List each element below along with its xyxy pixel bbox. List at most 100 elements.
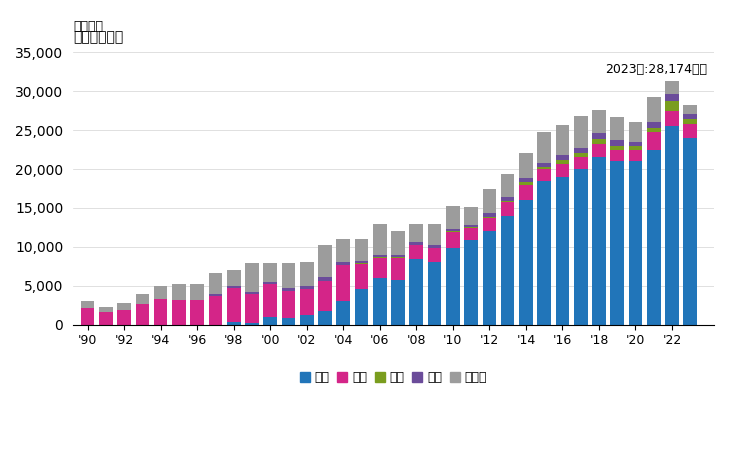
Bar [501,201,515,202]
Bar [318,281,332,310]
Bar [628,150,642,161]
Bar [647,97,660,122]
Bar [555,155,569,161]
Bar [483,189,496,213]
Bar [154,299,168,325]
Bar [190,284,204,300]
Bar [263,263,277,282]
Bar [336,261,350,265]
Bar [446,207,460,229]
Bar [574,169,588,325]
Bar [281,318,295,325]
Bar [610,161,624,325]
Bar [610,117,624,140]
Bar [464,240,478,325]
Bar [628,161,642,325]
Bar [336,239,350,261]
Bar [464,228,478,240]
Bar [665,111,679,126]
Bar [647,132,660,149]
Bar [610,140,624,146]
Bar [190,300,204,325]
Bar [483,218,496,231]
Bar [355,261,368,263]
Bar [336,301,350,325]
Bar [245,294,259,323]
Bar [227,288,241,322]
Bar [537,166,551,169]
Bar [519,178,533,182]
Bar [373,255,386,257]
Bar [683,138,697,325]
Bar [172,300,186,325]
Bar [464,225,478,227]
Bar [592,140,606,144]
Bar [592,158,606,325]
Bar [410,224,423,242]
Bar [208,294,222,296]
Bar [136,305,149,325]
Bar [410,259,423,325]
Bar [537,163,551,166]
Bar [574,148,588,153]
Bar [501,175,515,197]
Bar [647,149,660,325]
Bar [519,182,533,184]
Bar [428,248,442,262]
Bar [555,163,569,177]
Bar [555,177,569,325]
Bar [208,296,222,325]
Bar [391,231,405,255]
Bar [519,200,533,325]
Bar [300,289,313,315]
Bar [227,322,241,325]
Bar [410,242,423,244]
Bar [628,142,642,146]
Bar [117,303,131,310]
Bar [410,245,423,259]
Bar [355,289,368,325]
Bar [537,181,551,325]
Bar [464,227,478,228]
Bar [446,232,460,248]
Bar [519,184,533,200]
Legend: 中国, 米国, 台湾, 韓国, その他: 中国, 米国, 台湾, 韓国, その他 [295,366,492,389]
Bar [318,310,332,325]
Bar [610,146,624,149]
Bar [300,315,313,325]
Bar [483,213,496,217]
Bar [537,132,551,163]
Bar [464,207,478,225]
Bar [574,157,588,169]
Bar [683,114,697,119]
Bar [592,144,606,158]
Bar [227,286,241,288]
Bar [410,244,423,245]
Bar [574,153,588,157]
Bar [373,258,386,278]
Bar [99,307,113,312]
Bar [683,105,697,114]
Bar [483,217,496,218]
Bar [519,153,533,178]
Bar [245,292,259,294]
Text: 単位トン: 単位トン [73,20,103,33]
Bar [446,248,460,325]
Bar [245,323,259,325]
Bar [592,133,606,140]
Bar [647,128,660,132]
Bar [281,291,295,318]
Bar [428,262,442,325]
Bar [665,81,679,94]
Bar [154,286,168,299]
Bar [263,282,277,284]
Bar [665,126,679,325]
Bar [628,146,642,150]
Bar [355,264,368,289]
Bar [391,257,405,258]
Bar [501,202,515,216]
Text: 輸入量の推移: 輸入量の推移 [73,30,123,44]
Bar [665,101,679,111]
Bar [245,263,259,292]
Bar [592,110,606,133]
